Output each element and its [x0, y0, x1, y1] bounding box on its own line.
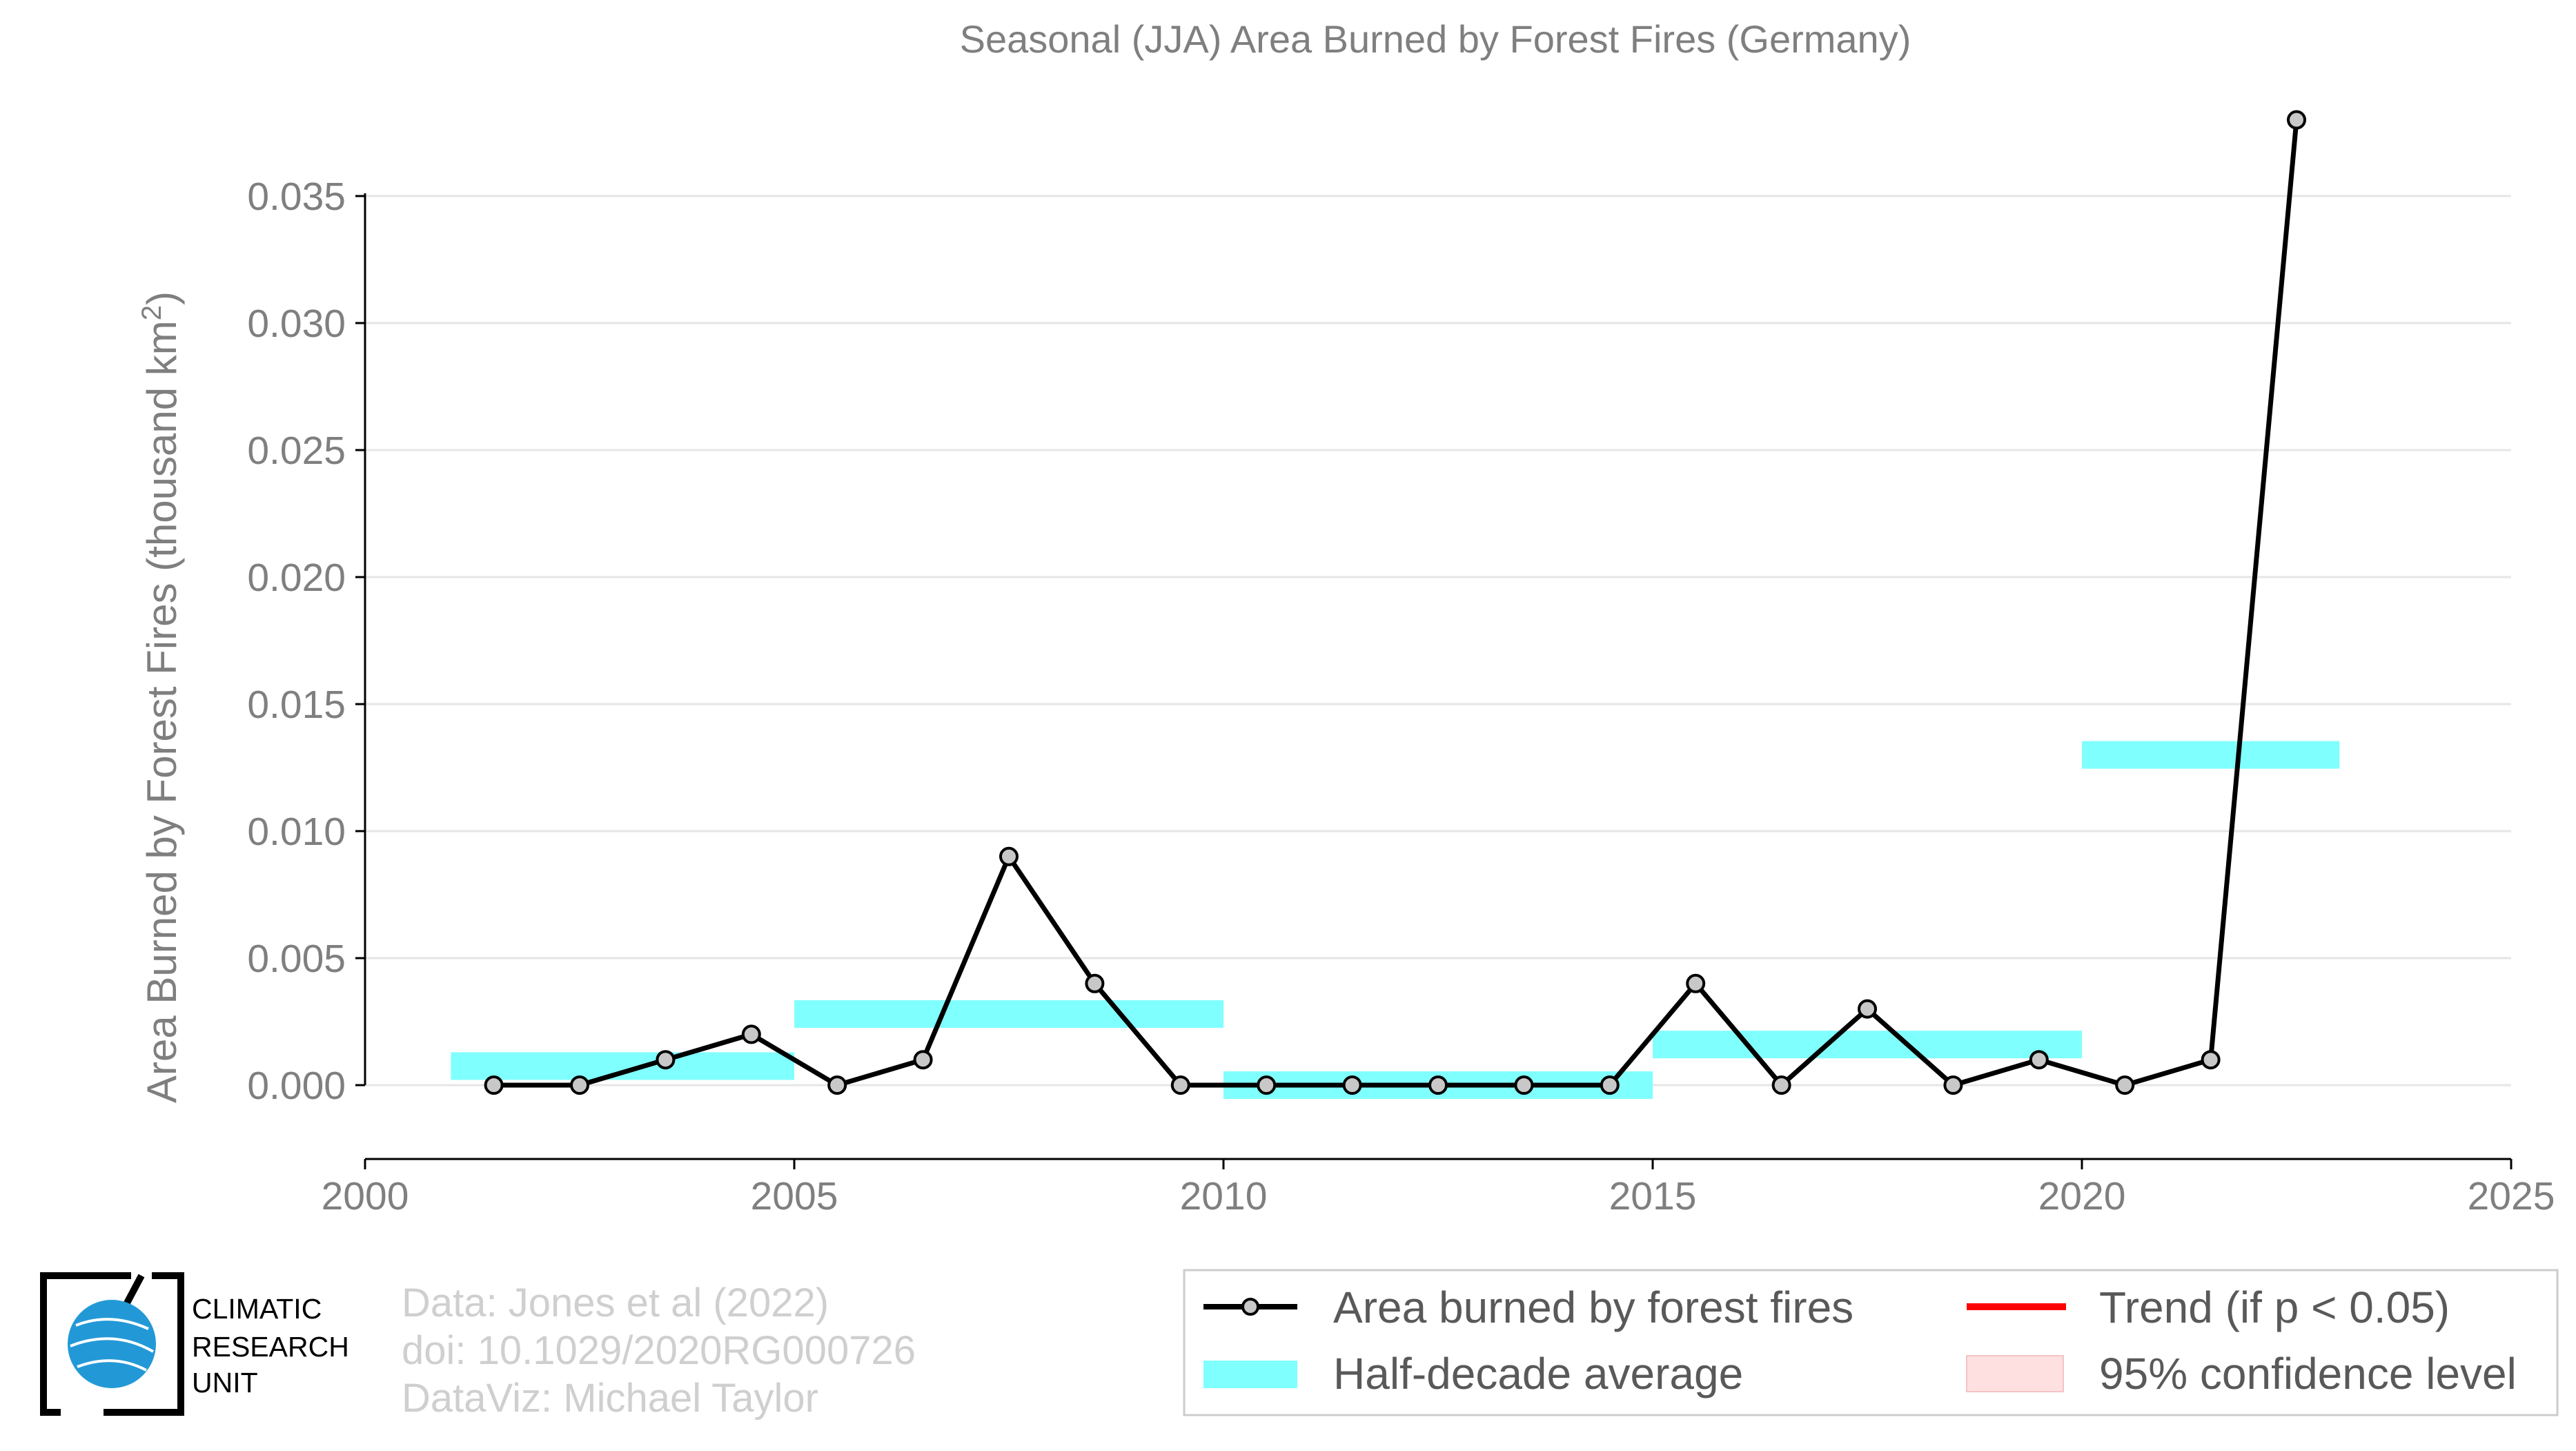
data-point-4 — [827, 1075, 847, 1095]
legend-box — [1183, 1269, 2559, 1416]
y-tick-label-2: 0.010 — [247, 810, 346, 854]
data-point-10 — [1342, 1075, 1362, 1095]
half-decade-band-4 — [2082, 741, 2340, 769]
y-tick-label-6: 0.030 — [247, 302, 346, 346]
y-tick-label-1: 0.005 — [247, 937, 346, 981]
credit-doi: doi: 10.1029/2020RG000726 — [402, 1328, 916, 1373]
y-tick-label-3: 0.015 — [247, 683, 346, 727]
chart-title: Seasonal (JJA) Area Burned by Forest Fir… — [960, 17, 1911, 61]
x-tick-label-3: 2015 — [1609, 1174, 1697, 1218]
half-decade-band-0 — [451, 1052, 794, 1080]
legend-label-trend: Trend (if p < 0.05) — [2099, 1283, 2450, 1332]
data-point-13 — [1600, 1075, 1620, 1095]
gridlines — [365, 195, 2511, 1087]
x-tick-label-0: 2000 — [322, 1174, 409, 1218]
legend-swatch-half-decade — [1203, 1361, 1297, 1388]
y-axis-label: Area Burned by Forest Fires (thousand km… — [137, 291, 185, 1103]
data-point-12 — [1514, 1075, 1534, 1095]
logo-text-line2: RESEARCH — [192, 1331, 349, 1363]
credit-data: Data: Jones et al (2022) — [402, 1280, 829, 1325]
y-tick-label-5: 0.025 — [247, 429, 346, 473]
data-point-6 — [999, 846, 1019, 866]
data-point-5 — [913, 1050, 933, 1070]
legend-label-confidence: 95% confidence level — [2099, 1349, 2517, 1399]
legend-marker-area-burned — [1241, 1298, 1259, 1316]
globe-icon — [68, 1300, 156, 1388]
half-decade-average-bands — [451, 741, 2340, 1099]
series-line — [493, 119, 2299, 1088]
data-point-17 — [1943, 1075, 1963, 1095]
data-point-2 — [656, 1050, 676, 1070]
data-point-3 — [741, 1024, 761, 1044]
data-point-18 — [2029, 1050, 2049, 1070]
credit-dataviz: DataViz: Michael Taylor — [402, 1376, 818, 1421]
legend-label-area-burned: Area burned by forest fires — [1333, 1283, 1854, 1332]
half-decade-band-1 — [794, 1000, 1223, 1028]
y-tick-label-0: 0.000 — [247, 1064, 346, 1108]
logo-text-line1: CLIMATIC — [192, 1293, 322, 1325]
data-point-20 — [2201, 1050, 2221, 1070]
legend-label-half-decade: Half-decade average — [1333, 1349, 1743, 1399]
data-point-8 — [1170, 1075, 1190, 1095]
logo-text-line3: UNIT — [192, 1367, 258, 1399]
x-axis-ticks: 2000 2005 2010 2015 2020 2025 — [322, 1159, 2555, 1218]
data-point-14 — [1686, 973, 1706, 993]
half-decade-band-3 — [1653, 1031, 2082, 1059]
cru-logo: CLIMATIC RESEARCH UNIT — [40, 1272, 349, 1416]
data-point-11 — [1428, 1075, 1448, 1095]
logo-frame — [40, 1272, 184, 1416]
y-tick-label-7: 0.035 — [247, 175, 346, 219]
data-point-7 — [1085, 973, 1105, 993]
x-tick-label-1: 2005 — [751, 1174, 838, 1218]
series-area-burned — [484, 110, 2306, 1095]
legend: Area burned by forest fires Trend (if p … — [1183, 1269, 2559, 1416]
y-axis-ticks: 0.000 0.005 0.010 0.015 0.020 0.025 0.030 0.035 — [247, 175, 365, 1108]
y-tick-label-4: 0.020 — [247, 556, 346, 600]
globe-swirl — [70, 1318, 155, 1372]
x-tick-label-2: 2010 — [1180, 1174, 1268, 1218]
x-tick-label-5: 2025 — [2468, 1174, 2555, 1218]
legend-swatch-confidence — [1966, 1355, 2064, 1392]
data-point-19 — [2115, 1075, 2135, 1095]
data-point-0 — [484, 1075, 504, 1095]
x-tick-label-4: 2020 — [2038, 1174, 2126, 1218]
data-point-15 — [1771, 1075, 1791, 1095]
data-point-16 — [1858, 999, 1877, 1019]
data-point-1 — [570, 1075, 589, 1095]
data-point-9 — [1257, 1075, 1277, 1095]
data-point-21 — [2287, 110, 2306, 130]
